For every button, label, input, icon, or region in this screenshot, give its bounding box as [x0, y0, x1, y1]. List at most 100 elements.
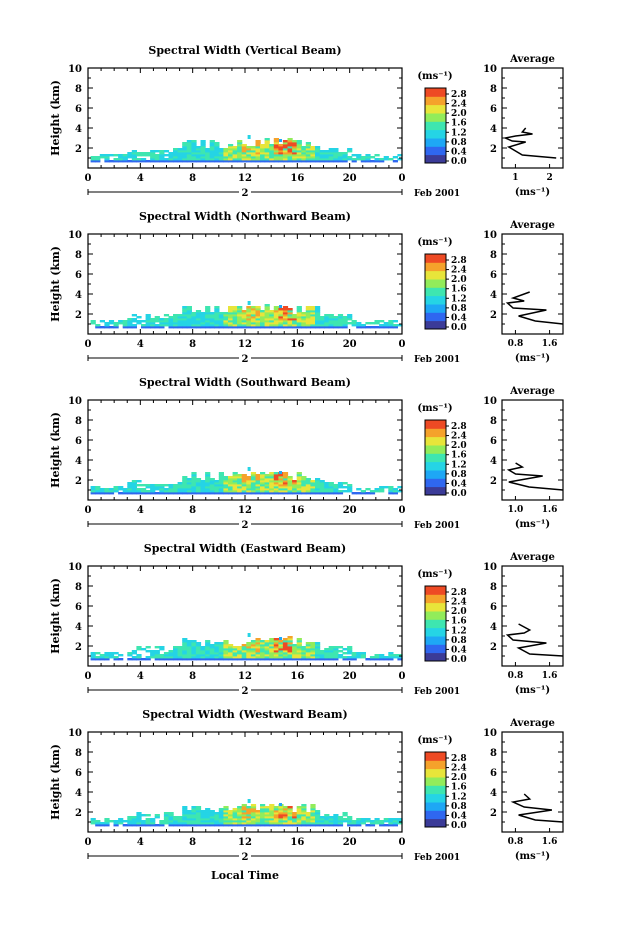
average-frame [501, 565, 564, 667]
heatmap-cell [305, 646, 311, 649]
heatmap-cell [145, 160, 151, 163]
heatmap-cell [195, 154, 202, 157]
average-x-tick-label: 1.0 [508, 505, 524, 515]
heatmap-cell [379, 658, 385, 661]
heatmap-cell [223, 148, 229, 151]
heatmap-cell [218, 314, 224, 317]
heatmap-cell [209, 486, 215, 489]
heatmap-cell [250, 320, 257, 323]
heatmap-cell [195, 644, 202, 647]
heatmap-cell [186, 484, 192, 487]
heatmap-cell [241, 310, 247, 313]
heatmap-cell [279, 305, 283, 308]
heatmap-cell [228, 478, 234, 481]
heatmap-cell [150, 154, 156, 157]
heatmap-cell [223, 492, 229, 495]
heatmap-cell [315, 644, 321, 647]
heatmap-cell [305, 650, 311, 653]
heatmap-cell [315, 154, 321, 157]
heatmap-cell [228, 812, 234, 815]
heatmap-cell [351, 652, 357, 655]
heatmap-cell [186, 156, 192, 159]
heatmap-cell [163, 324, 170, 327]
average-y-tick-label: 6 [490, 104, 497, 115]
heatmap-cell [287, 808, 293, 811]
heatmap-cell [209, 818, 215, 821]
heatmap-cell [168, 824, 174, 827]
colorbar-swatch [425, 428, 446, 438]
heatmap-cell [241, 154, 247, 157]
heatmap-cell [310, 822, 316, 825]
heatmap-cell [200, 486, 206, 489]
heatmap-cell [104, 156, 110, 159]
heatmap-cell [195, 318, 202, 321]
heatmap-cell [163, 656, 170, 659]
heatmap-cell [118, 822, 124, 825]
heatmap-cell [108, 820, 115, 823]
average-title: Average [509, 54, 555, 65]
heatmap-cell [315, 810, 321, 813]
heatmap-cell [237, 150, 243, 153]
heatmap-cell [319, 154, 325, 157]
heatmap-cell [209, 490, 215, 493]
heatmap-cell [218, 486, 224, 489]
heatmap-cell [205, 480, 211, 483]
heatmap-cell [287, 806, 293, 809]
heatmap-cell [305, 484, 311, 487]
heatmap-cell [141, 492, 147, 495]
average-x-tick-label: 1.6 [542, 505, 558, 515]
heatmap-cell [287, 820, 293, 823]
heatmap-cell [214, 308, 220, 311]
heatmap-cell [287, 158, 293, 161]
heatmap-cell [282, 820, 289, 823]
heatmap-cell [324, 160, 330, 163]
heatmap-cell [333, 488, 339, 491]
heatmap-cell [282, 154, 289, 157]
heatmap-cell [173, 484, 179, 487]
heatmap-cell [228, 160, 234, 163]
heatmap-cell [182, 814, 188, 817]
heatmap-cell [287, 320, 293, 323]
heatmap-cell [250, 822, 257, 825]
heatmap-cell [246, 806, 252, 809]
heatmap-cell [282, 152, 289, 155]
heatmap-cell [260, 314, 266, 317]
heatmap-cell [319, 322, 325, 325]
heatmap-cell [195, 806, 202, 809]
heatmap-cell [218, 484, 224, 487]
heatmap-cell [159, 824, 165, 827]
heatmap-cell [351, 820, 357, 823]
heatmap-cell [232, 314, 238, 317]
heatmap-cell [209, 492, 215, 495]
heatmap-cell [250, 312, 257, 315]
heatmap-cell [205, 644, 211, 647]
heatmap-cell [351, 656, 357, 659]
heatmap-cell [278, 808, 284, 811]
heatmap-cell [186, 816, 192, 819]
heatmap-cell [278, 474, 284, 477]
average-y-tick-label: 10 [483, 230, 497, 241]
heatmap-cell [333, 648, 339, 651]
heatmap-cell [328, 148, 334, 151]
heatmap-cell [296, 480, 302, 483]
heatmap-cell [255, 482, 261, 485]
colorbar-tick-label: 2.8 [451, 256, 467, 266]
heatmap-cell [337, 650, 344, 653]
heatmap-cell [145, 326, 151, 329]
heatmap-cell [333, 492, 339, 495]
heatmap-cell [269, 150, 275, 153]
x-tick-label: 16 [290, 339, 304, 350]
heatmap-cell [392, 156, 398, 159]
heatmap-cell [264, 822, 270, 825]
heatmap-cell [278, 648, 284, 651]
heatmap-cell [200, 658, 206, 661]
heatmap-cell [324, 484, 330, 487]
day-indicator: 2 Feb 2001 [87, 684, 460, 697]
heatmap-cell [255, 814, 261, 817]
heatmap-cell [195, 310, 202, 313]
y-tick-label: 10 [68, 230, 82, 241]
heatmap-cell [324, 650, 330, 653]
heatmap-cell [264, 814, 270, 817]
heatmap-cell [122, 820, 128, 823]
heatmap-cell [319, 318, 325, 321]
